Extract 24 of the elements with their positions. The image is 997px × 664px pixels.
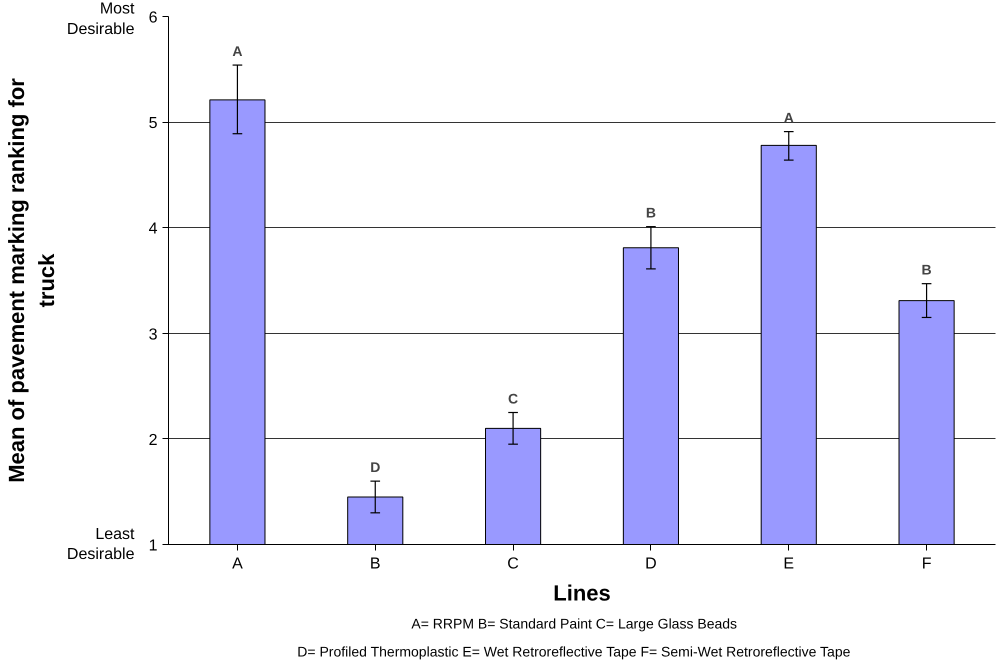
y-tick-label: 5 (148, 115, 158, 132)
y-tick-label: 4 (148, 220, 158, 238)
text: Most Desirable (66, 0, 136, 38)
y-tick-label: 1 (148, 538, 158, 554)
text: Least Desirable (66, 526, 136, 564)
annotation: B (922, 262, 932, 278)
x-axis-title: Lines (553, 580, 611, 606)
x-tick-label: B (370, 556, 381, 572)
y-tick-label: 3 (148, 326, 158, 344)
x-tick-label: D (645, 556, 657, 572)
annotation: D (370, 459, 380, 476)
text: A= RRPM B= Standard Paint C= Large Glass Beads (411, 616, 738, 632)
annotation: C (508, 390, 518, 406)
y-tick-label: 2 (148, 432, 158, 449)
text: D= Profiled Thermoplastic E= Wet Retroreflective Tape F= Semi-Wet Retroreflective Tape (297, 644, 851, 660)
annotation: B (646, 204, 656, 221)
annotation: A (784, 110, 794, 126)
x-tick-label: C (507, 556, 519, 572)
x-tick-label: F (922, 556, 932, 572)
annotation: A (232, 43, 242, 60)
x-tick-label: A (232, 556, 244, 572)
y-tick-label: 6 (148, 10, 158, 26)
y-axis-title: Mean of pavement marking ranking for truck (4, 78, 59, 483)
x-tick-label: E (783, 556, 794, 572)
